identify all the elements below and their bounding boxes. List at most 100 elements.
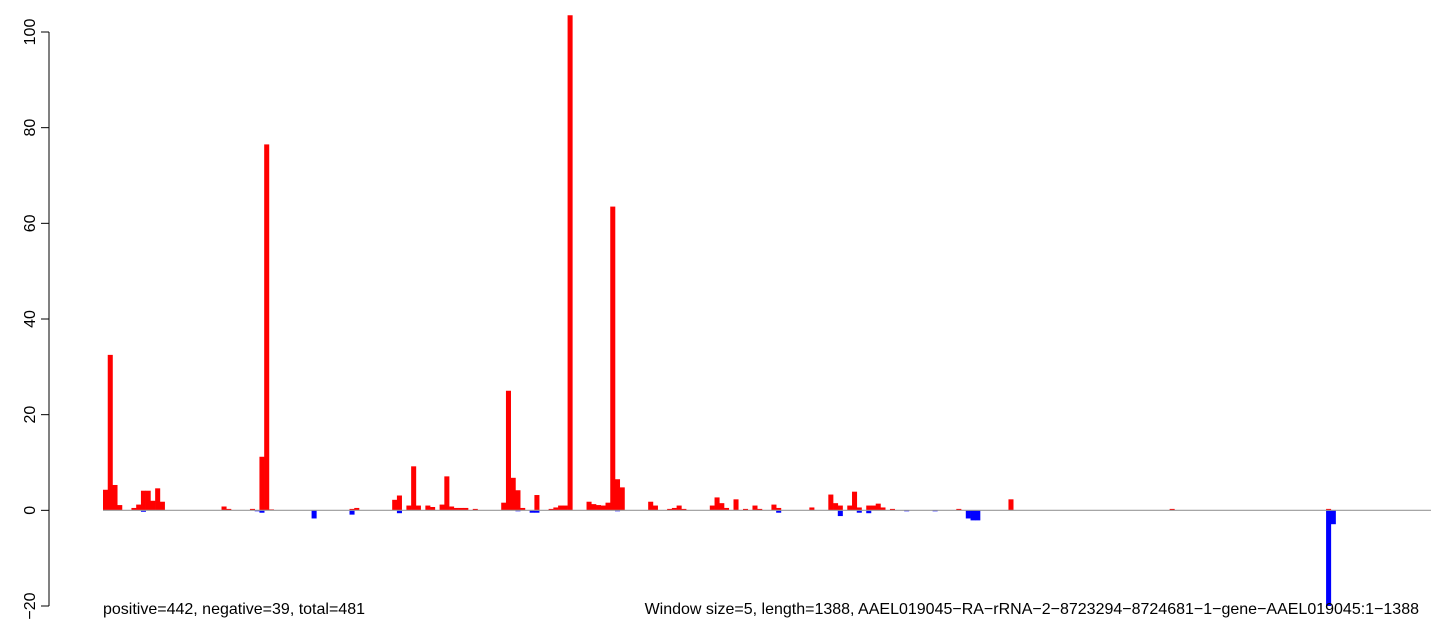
positive-bar-10 xyxy=(159,501,165,511)
negative-bar-8 xyxy=(534,510,540,513)
positive-bar-1 xyxy=(107,354,113,511)
positive-bar-67 xyxy=(776,507,782,511)
negative-bar-0 xyxy=(140,510,146,512)
positive-bar-62 xyxy=(733,499,739,511)
negative-bar-18 xyxy=(975,510,981,521)
positive-bar-7 xyxy=(145,490,151,511)
positive-bar-5 xyxy=(136,504,142,511)
positive-bar-33 xyxy=(501,502,507,511)
positive-bar-63 xyxy=(742,508,749,511)
positive-bar-56 xyxy=(676,505,682,511)
positive-bar-81 xyxy=(1008,499,1014,511)
positive-bar-6 xyxy=(140,490,146,511)
positive-bar-19 xyxy=(392,499,398,511)
positive-bar-22 xyxy=(411,466,417,511)
negative-bar-3 xyxy=(311,510,317,519)
negative-bar-20 xyxy=(1330,510,1336,525)
positive-bar-60 xyxy=(719,503,725,511)
positive-bar-24 xyxy=(425,505,431,511)
bars-layer xyxy=(103,15,1336,606)
positive-bar-41 xyxy=(558,505,564,511)
positive-bar-9 xyxy=(155,488,161,511)
positive-bar-80 xyxy=(956,508,962,511)
y-tick-label-0: −20 xyxy=(22,592,39,619)
positive-bar-39 xyxy=(548,508,554,511)
positive-bar-38 xyxy=(534,495,540,511)
y-tick-label-4: 60 xyxy=(22,214,39,232)
positive-bar-23 xyxy=(415,505,421,511)
positive-bar-68 xyxy=(809,507,815,511)
positive-bar-46 xyxy=(596,505,602,511)
positive-bar-50 xyxy=(614,479,621,511)
y-axis: −20 0 20 40 60 80 100 xyxy=(22,19,50,620)
positive-bar-72 xyxy=(847,505,853,511)
positive-bar-74 xyxy=(856,507,862,511)
positive-bar-70 xyxy=(833,503,839,511)
positive-bar-3 xyxy=(117,505,123,511)
positive-bar-30 xyxy=(458,507,464,511)
positive-bar-79 xyxy=(889,508,895,511)
positive-bar-40 xyxy=(553,507,559,511)
positive-bar-57 xyxy=(681,508,687,511)
negative-bar-10 xyxy=(776,510,782,513)
negative-bar-17 xyxy=(970,510,976,521)
positive-bar-69 xyxy=(828,494,834,511)
positive-bar-59 xyxy=(714,497,720,511)
y-tick-label-3: 40 xyxy=(22,310,39,328)
positive-bar-34 xyxy=(505,390,511,511)
y-tick-label-2: 20 xyxy=(22,406,39,424)
negative-bar-11 xyxy=(837,510,843,517)
positive-bar-27 xyxy=(444,476,450,511)
negative-bar-19 xyxy=(1326,510,1332,606)
positive-bar-15 xyxy=(264,144,270,511)
positive-bar-42 xyxy=(562,505,568,511)
positive-bar-25 xyxy=(430,506,436,511)
positive-bar-51 xyxy=(619,487,625,511)
positive-bar-52 xyxy=(648,501,654,511)
positive-bar-8 xyxy=(150,500,156,511)
positive-bar-21 xyxy=(406,505,412,511)
positive-bar-4 xyxy=(131,507,137,511)
positive-bar-47 xyxy=(600,505,606,511)
positive-bar-14 xyxy=(259,456,265,511)
positive-bar-73 xyxy=(852,491,858,511)
positive-bar-37 xyxy=(520,507,526,511)
y-tick-label-6: 100 xyxy=(22,19,39,46)
positive-bar-13 xyxy=(249,508,255,511)
positive-bar-64 xyxy=(752,505,758,511)
positive-bar-71 xyxy=(837,505,843,511)
negative-bar-4 xyxy=(349,510,355,515)
positive-bar-55 xyxy=(671,507,677,511)
negative-bar-2 xyxy=(259,510,265,513)
negative-bar-13 xyxy=(866,510,872,514)
positive-bar-82 xyxy=(1169,508,1175,511)
positive-bar-11 xyxy=(221,506,227,511)
positive-bar-2 xyxy=(112,484,118,511)
positive-bar-61 xyxy=(724,507,730,511)
positive-bar-32 xyxy=(472,508,478,511)
positive-bar-66 xyxy=(771,504,777,511)
positive-bar-48 xyxy=(605,502,611,511)
positive-bar-58 xyxy=(709,505,715,511)
positive-bar-28 xyxy=(449,506,455,511)
y-tick-label-5: 80 xyxy=(22,119,39,137)
positive-bar-45 xyxy=(591,504,597,511)
positive-bar-75 xyxy=(866,505,872,511)
positive-bar-76 xyxy=(870,505,877,511)
positive-bar-29 xyxy=(453,507,459,511)
negative-bar-12 xyxy=(856,510,862,513)
positive-bar-54 xyxy=(667,508,673,511)
positive-bar-43 xyxy=(567,15,573,511)
positive-bar-17 xyxy=(349,508,355,511)
positive-bar-20 xyxy=(396,495,402,511)
positive-bar-36 xyxy=(515,490,521,511)
positive-bar-0 xyxy=(103,489,109,511)
positive-bar-26 xyxy=(439,504,445,511)
positive-bar-53 xyxy=(652,505,658,511)
negative-bar-16 xyxy=(965,510,971,519)
positive-bar-77 xyxy=(875,503,881,511)
y-tick-label-1: 0 xyxy=(22,506,39,515)
positive-bar-78 xyxy=(880,507,886,511)
positive-bar-31 xyxy=(463,507,469,511)
